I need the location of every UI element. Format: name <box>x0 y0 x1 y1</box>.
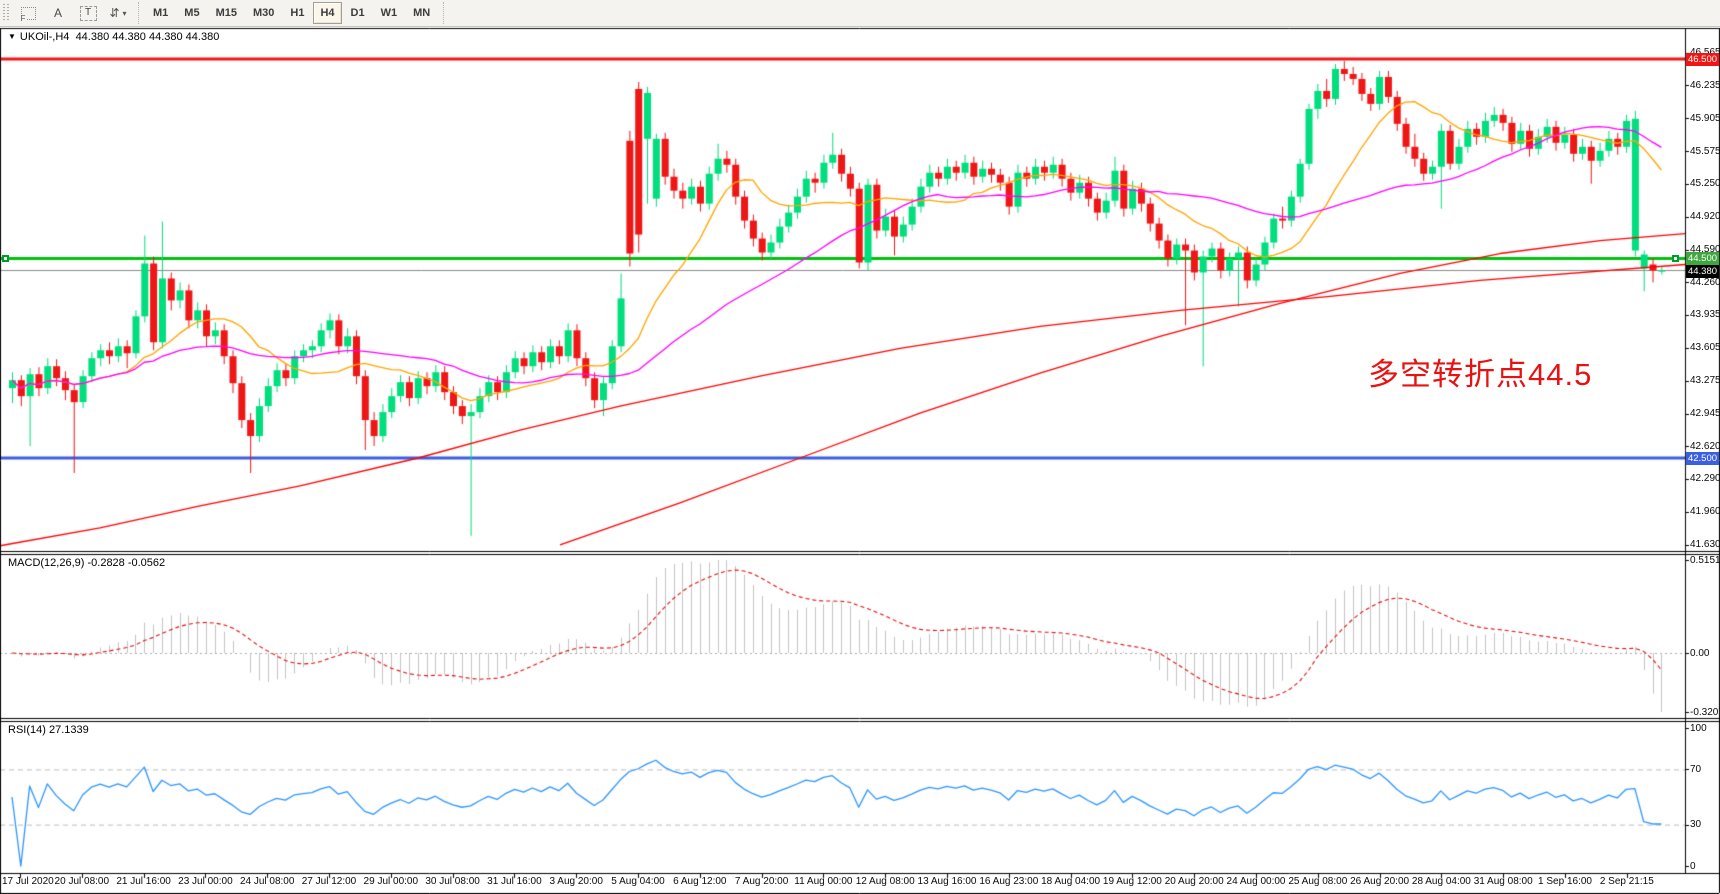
timeframe-m1-button[interactable]: M1 <box>153 7 169 19</box>
timeframe-d1-button[interactable]: D1 <box>350 7 365 19</box>
timeframe-m15-button[interactable]: M15 <box>215 7 237 19</box>
timeframe-m30-button[interactable]: M30 <box>252 7 275 19</box>
timeframe-mn-button[interactable]: MN <box>413 7 431 19</box>
timeframe-h1-button[interactable]: H1 <box>290 7 305 19</box>
cycle-arrows-button[interactable]: ⇵ ▾ <box>104 2 132 25</box>
text-box-tool-icon: T <box>79 5 97 21</box>
text-box-tool-button[interactable]: T <box>74 2 102 25</box>
text-label-tool-icon: A <box>53 6 62 20</box>
toolbar-separator <box>443 2 445 24</box>
cycle-arrows-icon: ⇵ <box>109 6 120 20</box>
timeframe-m5-button[interactable]: M5 <box>184 7 200 19</box>
grid-foreground-icon: F <box>20 6 36 23</box>
toolbar: F A T ⇵ ▾ M1 M5 M15 M30 H1 H4 D1 W1 MN <box>0 0 1720 27</box>
toolbar-drag-handle[interactable] <box>3 4 9 22</box>
dropdown-caret-icon: ▾ <box>122 8 127 18</box>
timeframe-w1-button[interactable]: W1 <box>380 7 398 19</box>
text-label-tool-button[interactable]: A <box>44 2 72 25</box>
timeframe-h4-button[interactable]: H4 <box>313 2 342 24</box>
grid-foreground-button[interactable]: F <box>14 2 42 25</box>
toolbar-separator <box>138 2 140 24</box>
